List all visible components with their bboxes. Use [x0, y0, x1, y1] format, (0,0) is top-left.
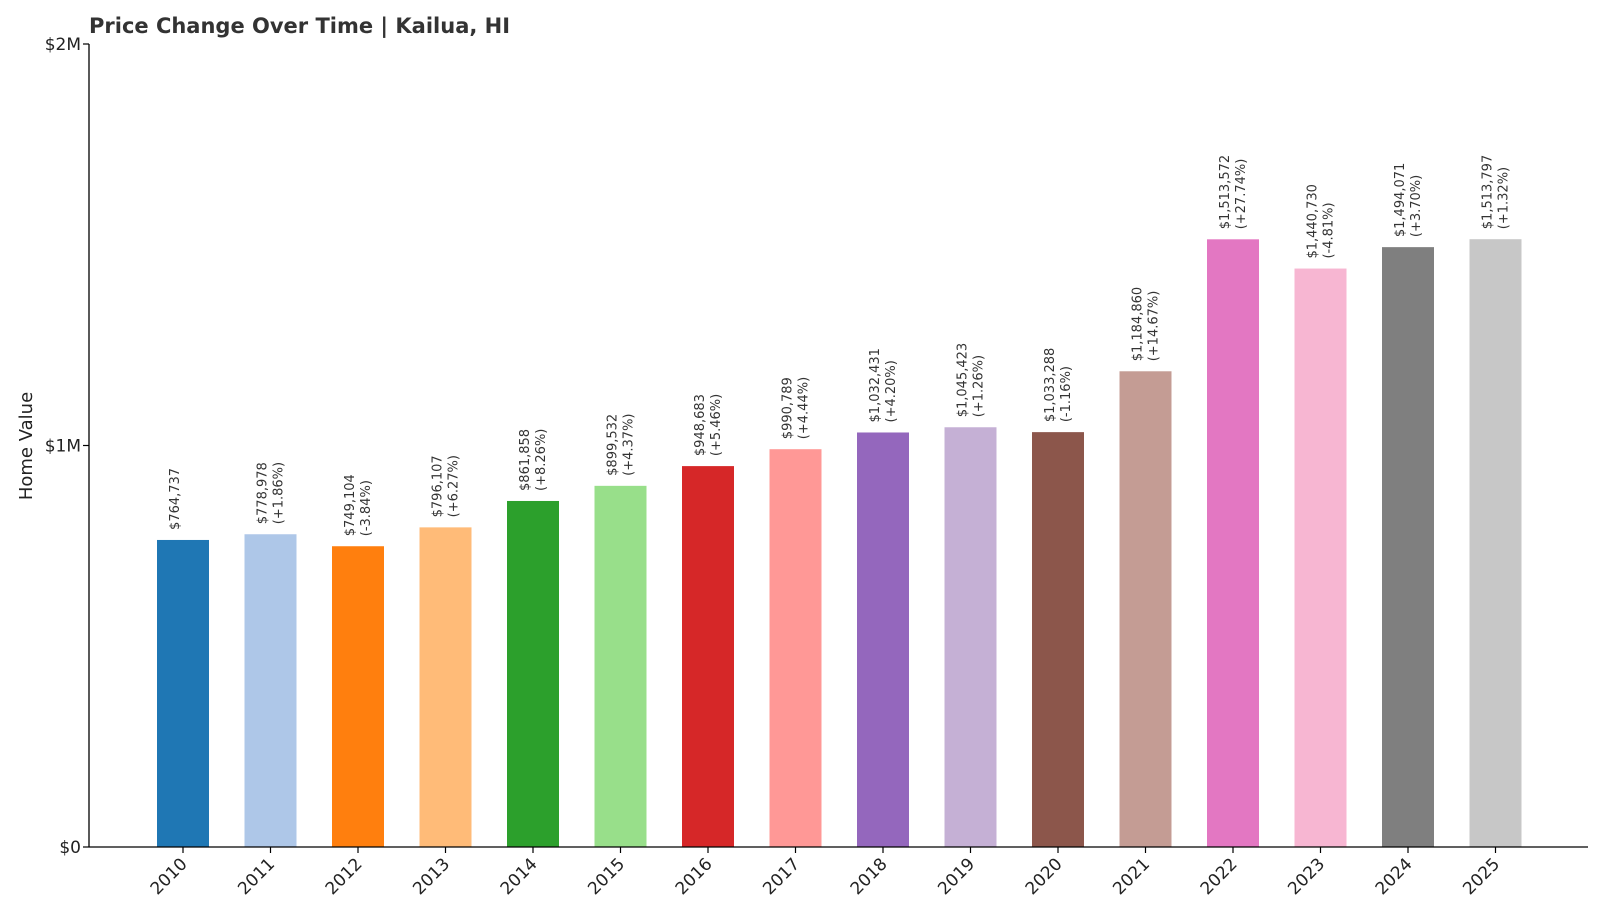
change-label-2022: (+27.74%)	[1234, 159, 1249, 230]
y-axis-label: Home Value	[16, 392, 37, 500]
x-tick-label-2019: 2019	[934, 854, 979, 899]
x-tick-label-2022: 2022	[1197, 854, 1242, 899]
change-label-2018: (+4.20%)	[884, 360, 899, 422]
bar-2010	[157, 539, 209, 847]
value-label-2020: $1,033,288	[1043, 348, 1058, 422]
bar-2016	[682, 466, 734, 847]
x-tick-label-2016: 2016	[672, 854, 717, 899]
change-label-2023: (-4.81%)	[1322, 202, 1337, 258]
change-label-2015: (+4.37%)	[622, 413, 637, 475]
value-label-2023: $1,440,730	[1306, 184, 1321, 258]
change-label-2012: (-3.84%)	[359, 480, 374, 536]
x-tick-label-2012: 2012	[322, 854, 367, 899]
y-tick-label: $0	[59, 838, 81, 858]
change-label-2017: (+4.44%)	[797, 377, 812, 439]
bar-2014	[507, 500, 559, 847]
bar-2021	[1119, 371, 1172, 847]
bars-group	[157, 239, 1522, 848]
x-tick-label-2020: 2020	[1022, 854, 1067, 899]
x-tick-label-2018: 2018	[847, 854, 892, 899]
value-label-2017: $990,789	[781, 377, 796, 439]
change-label-2016: (+5.46%)	[709, 394, 724, 456]
change-label-2014: (+8.26%)	[534, 429, 549, 491]
bar-2023	[1294, 268, 1347, 848]
bar-2015	[594, 485, 647, 847]
bar-2019	[944, 427, 997, 847]
value-label-2013: $796,107	[431, 455, 446, 517]
value-label-2024: $1,494,071	[1393, 163, 1408, 237]
bar-2017	[769, 449, 822, 847]
change-label-2024: (+3.70%)	[1409, 175, 1424, 237]
value-label-2012: $749,104	[343, 474, 358, 536]
x-tick-label-2024: 2024	[1372, 854, 1417, 899]
data-labels-group: $764,737 $778,978 (+1.86%) $749,104 (-3.84%)…	[168, 155, 1512, 536]
value-label-2021: $1,184,860	[1131, 287, 1146, 361]
value-label-2011: $778,978	[256, 462, 271, 524]
x-tick-label-2021: 2021	[1109, 854, 1154, 899]
y-tick-label: $1M	[45, 437, 81, 457]
change-label-2011: (+1.86%)	[272, 462, 287, 524]
x-tick-label-2014: 2014	[497, 854, 542, 899]
bar-2018	[857, 432, 909, 847]
x-tick-label-2013: 2013	[409, 854, 454, 899]
bar-2024	[1382, 247, 1434, 847]
value-label-2014: $861,858	[518, 429, 533, 491]
x-tick-label-2011: 2011	[234, 854, 279, 899]
bar-2025	[1469, 239, 1522, 847]
value-label-2016: $948,683	[693, 394, 708, 456]
change-label-2019: (+1.26%)	[972, 355, 987, 417]
change-label-2025: (+1.32%)	[1497, 167, 1512, 229]
value-label-2015: $899,532	[606, 414, 621, 476]
value-label-2022: $1,513,572	[1218, 155, 1233, 229]
change-label-2020: (-1.16%)	[1059, 366, 1074, 422]
value-label-2010: $764,737	[168, 468, 183, 530]
change-label-2013: (+6.27%)	[447, 455, 462, 517]
x-tick-label-2010: 2010	[147, 854, 192, 899]
x-axis-ticks: 2010 2011 2012 2013 2014 2015 2016 2017 2018 2019…	[147, 847, 1504, 899]
x-tick-label-2015: 2015	[584, 854, 629, 899]
value-label-2025: $1,513,797	[1481, 155, 1496, 229]
bar-2020	[1032, 432, 1084, 847]
value-label-2018: $1,032,431	[868, 348, 883, 422]
chart-title: Price Change Over Time | Kailua, HI	[89, 14, 510, 39]
x-tick-label-2023: 2023	[1284, 854, 1329, 899]
x-tick-label-2017: 2017	[759, 854, 804, 899]
bar-2011	[244, 534, 297, 847]
y-axis-ticks: $0 $1M $2M	[45, 35, 89, 858]
change-label-2021: (+14.67%)	[1147, 291, 1162, 362]
bar-2012	[332, 546, 384, 847]
value-label-2019: $1,045,423	[956, 343, 971, 417]
y-tick-label: $2M	[45, 35, 81, 55]
bar-2013	[419, 527, 472, 847]
x-tick-label-2025: 2025	[1459, 854, 1504, 899]
bar-2022	[1207, 239, 1259, 847]
